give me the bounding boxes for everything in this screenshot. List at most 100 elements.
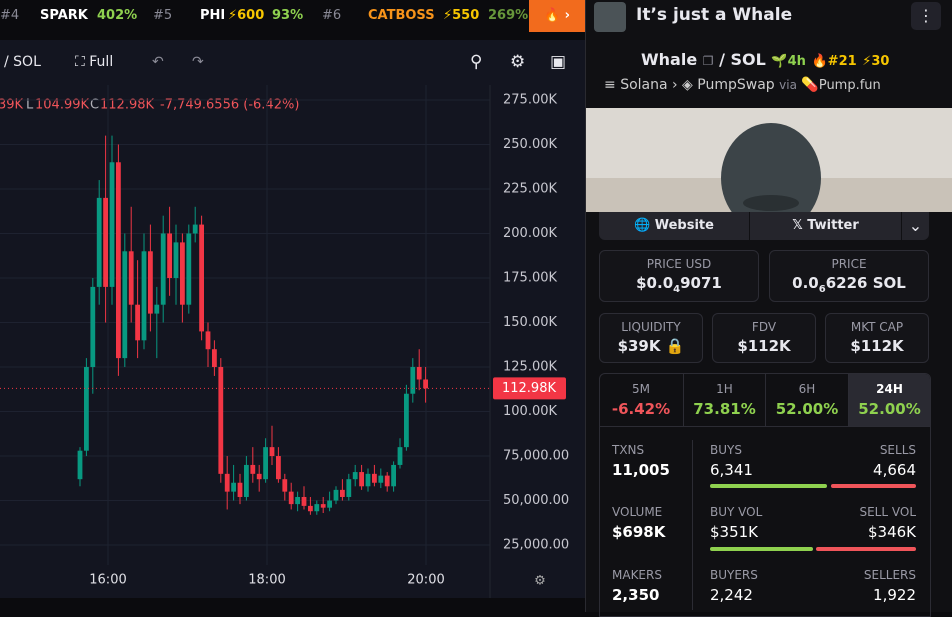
- candle-body: [384, 475, 390, 487]
- candle-body: [365, 473, 371, 487]
- quote: SOL: [730, 50, 766, 69]
- timeframe[interactable]: 6H 52.00%: [765, 374, 848, 426]
- change: -6.42%: [611, 400, 671, 418]
- y-tick-label: 225.00K: [503, 181, 557, 196]
- fullscreen[interactable]: ⛶ Full: [75, 54, 114, 70]
- zeros: 6: [818, 284, 826, 295]
- candle-body: [359, 472, 364, 487]
- legend-change: -7,749.6556 (-6.42%): [160, 98, 299, 113]
- candle-body: [148, 251, 153, 314]
- via: via: [779, 78, 797, 92]
- label: PRICE: [831, 257, 867, 271]
- candle-body: [96, 197, 102, 287]
- pair-row: Whale ❐ / SOL 🌱4h 🔥#21 ⚡30: [641, 50, 890, 69]
- timeframe[interactable]: 1H 73.81%: [682, 374, 766, 426]
- token[interactable]: PHI: [200, 8, 226, 23]
- more-button[interactable]: ⌄: [902, 212, 929, 240]
- chart: 39K L 104.99K C 112.98K -7,749.6556 (-6.…: [0, 85, 585, 598]
- candle-body: [263, 447, 268, 480]
- value: 4,664: [873, 461, 916, 479]
- timeframe[interactable]: 5M -6.42%: [600, 374, 682, 426]
- toolbar: / SOL ⛶ Full ↶ ↷ ⚲ ⚙ ▣: [0, 40, 585, 86]
- label: LIQUIDITY: [621, 320, 681, 334]
- undo[interactable]: ↶: [152, 54, 164, 70]
- candle-body: [154, 304, 160, 314]
- base: Whale: [641, 50, 698, 69]
- candle-body: [276, 456, 281, 480]
- candle-body: [269, 447, 275, 457]
- token[interactable]: CATBOSS: [368, 8, 435, 23]
- y-tick-label: 50,000.00: [503, 493, 569, 508]
- change: 93%: [272, 8, 304, 23]
- y-tick-label: 25,000.00: [503, 538, 569, 553]
- launchpad: Pump.fun: [818, 78, 881, 93]
- value: $39K: [617, 337, 661, 355]
- candle-body: [397, 447, 403, 465]
- y-tick-label: 150.00K: [503, 315, 557, 330]
- value: 1,922: [873, 586, 916, 604]
- candle-body: [128, 251, 134, 305]
- website-button[interactable]: 🌐 Website: [599, 212, 749, 240]
- legend-c: C: [90, 98, 99, 113]
- liquidity: LIQUIDITY $39K 🔒: [599, 313, 703, 363]
- label: 5M: [632, 382, 650, 396]
- boost: ⚡600: [228, 8, 265, 23]
- label: 24H: [876, 382, 903, 396]
- label: VOLUME: [612, 505, 663, 519]
- settings[interactable]: ⚙: [510, 52, 526, 72]
- label: 6H: [798, 382, 816, 396]
- candle-body: [282, 479, 288, 492]
- menu[interactable]: ⋮: [911, 2, 941, 30]
- change: 52.00%: [858, 400, 921, 418]
- top-bar: #4 SPARK 402% #5 PHI ⚡600 93% #6 CATBOSS…: [0, 0, 585, 32]
- candle-body: [314, 504, 320, 512]
- dex: PumpSwap: [697, 77, 775, 93]
- label: 1H: [716, 382, 733, 396]
- pair: / SOL: [4, 54, 41, 70]
- redo[interactable]: ↷: [192, 54, 204, 70]
- label: MAKERS: [612, 568, 662, 582]
- last-price-box: [493, 377, 566, 400]
- label: TXNS: [612, 443, 645, 457]
- value: $346K: [867, 523, 916, 541]
- value: 2,242: [710, 586, 753, 604]
- candle-body: [90, 286, 96, 368]
- full-label: Full: [89, 54, 114, 70]
- twitter-button[interactable]: 𝕏 Twitter: [750, 212, 901, 240]
- stats: TXNS 11,005 BUYS 6,341 SELLS 4,664 VOLUME $6…: [599, 426, 931, 617]
- value: 6,341: [710, 461, 753, 479]
- trending-button[interactable]: 🔥 ›: [529, 0, 585, 32]
- candle-body: [250, 464, 256, 474]
- candle-body: [404, 393, 409, 448]
- boost: ⚡550: [443, 8, 480, 23]
- boost: 30: [871, 54, 890, 69]
- tool[interactable]: ⚲: [470, 52, 483, 72]
- boost-value: 600: [237, 8, 265, 23]
- legend-l: L: [26, 98, 34, 113]
- last-price-label: 112.98K: [502, 381, 556, 396]
- timeframe[interactable]: 24H 52.00%: [847, 374, 930, 426]
- candle-body: [340, 489, 345, 497]
- label: SELL VOL: [859, 505, 916, 519]
- candle-body: [352, 472, 358, 480]
- label: SELLERS: [863, 568, 916, 582]
- camera[interactable]: ▣: [550, 52, 567, 72]
- rank: #4: [0, 8, 20, 23]
- candle-body: [244, 464, 249, 497]
- candle-body: [141, 251, 147, 341]
- candle-body: [135, 304, 140, 341]
- candle-body: [84, 367, 89, 451]
- candle-body: [167, 233, 172, 278]
- label: BUY VOL: [710, 505, 763, 519]
- candle-body: [122, 251, 128, 359]
- candle-body: [205, 331, 211, 350]
- mkt-cap: MKT CAP $112K: [825, 313, 929, 363]
- price-native: PRICE 0.066226 SOL: [769, 250, 929, 302]
- change: 52.00%: [775, 400, 839, 418]
- token[interactable]: SPARK: [40, 8, 88, 23]
- value: $112K: [737, 337, 791, 355]
- change: 402%: [97, 8, 138, 23]
- x-tick-label: 16:00: [89, 573, 126, 588]
- y-tick-label: 100.00K: [503, 404, 557, 419]
- y-tick-label: 200.00K: [503, 226, 557, 241]
